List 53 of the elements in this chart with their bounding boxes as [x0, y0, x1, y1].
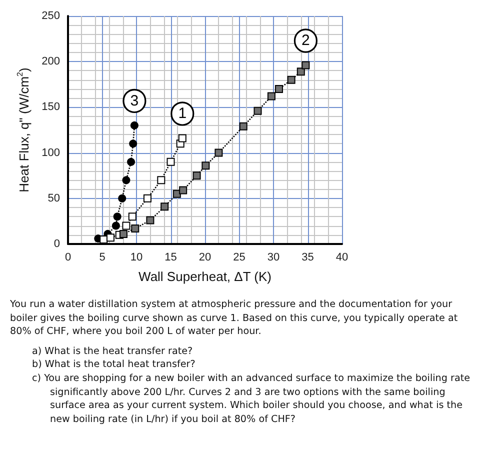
text: a) What is the heat transfer rate? [32, 344, 194, 358]
point [130, 121, 138, 130]
point [128, 212, 136, 221]
point [131, 224, 140, 232]
x-tick-label: 40 [336, 252, 348, 264]
point [166, 158, 175, 166]
point [192, 172, 201, 180]
text: You run a water distillation system at atmospheric pressure and the documentation for your boiler gives the boiling curve shown as curve 1. Based on this curve, you typically operate at 80% of CHF, where you boil 200 L of water per hour. [10, 298, 459, 339]
x-axis-title: Wall Superheat, ΔT (K) [138, 269, 272, 284]
point [143, 194, 152, 202]
x-tick-label: 5 [99, 252, 106, 264]
point [160, 202, 169, 211]
point [274, 84, 283, 93]
series-label: 2 [302, 32, 310, 50]
x-tick-label: 15 [164, 252, 177, 264]
x-tick-label: 35 [302, 252, 314, 264]
y-tick-label: 150 [42, 101, 60, 114]
point [214, 148, 223, 157]
point [179, 186, 188, 194]
series-label: 3 [130, 92, 139, 110]
y-tick-label: 100 [42, 146, 60, 159]
y-tick-label: 250 [42, 10, 60, 22]
y-tick-label: 0 [54, 238, 60, 250]
point [112, 222, 120, 230]
y-tick-label: 200 [42, 56, 60, 68]
point [127, 158, 136, 166]
point [129, 140, 138, 148]
point [146, 216, 154, 224]
point [267, 92, 276, 100]
point [239, 122, 248, 130]
y-tick-label: 50 [48, 192, 60, 204]
text: c) You are shopping for a new boiler with an advanced surface to maximize the boiling rate significantly above 200 L/hr. Curves 2 and 3 are two options with the same boiling surface area as your current system. Which boiler should you choose, and what is the new boiling rate (in L/hr) if you boil at 80% of CHF? [32, 372, 472, 426]
x-tick-label: 10 [130, 252, 143, 264]
point [287, 76, 296, 84]
point [302, 61, 310, 70]
point [119, 230, 128, 238]
point [202, 162, 210, 170]
point [118, 194, 126, 202]
point [106, 234, 114, 242]
x-tick-label: 0 [64, 252, 72, 264]
point [122, 222, 130, 230]
point [254, 106, 262, 115]
x-tick-label: 25 [233, 252, 246, 264]
x-tick-label: 30 [267, 252, 280, 264]
point [178, 134, 186, 142]
x-tick-label: 20 [198, 252, 212, 264]
point [122, 176, 130, 184]
point [113, 212, 122, 221]
y-axis-title: Heat Flux, q" (W/cm2) [16, 68, 32, 192]
point [296, 68, 305, 76]
series-label: 1 [178, 105, 187, 122]
text: b) What is the total heat transfer? [32, 358, 196, 372]
point [157, 176, 166, 184]
